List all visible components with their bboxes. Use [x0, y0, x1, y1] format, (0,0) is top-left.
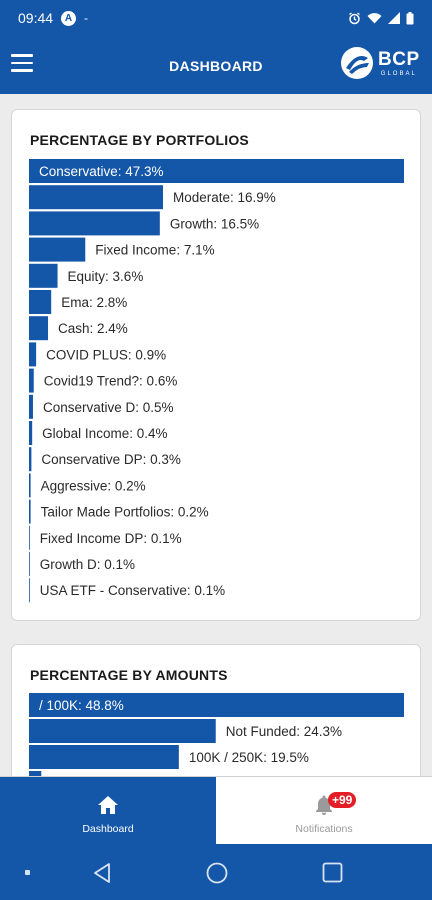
amounts-card-title: PERCENTAGE BY AMOUNTS	[30, 667, 228, 683]
battery-icon	[406, 11, 414, 24]
portfolio-bar-label-9: Conservative D: 0.5%	[43, 400, 174, 415]
notifications-badge: +99	[328, 792, 357, 808]
portfolio-bar-15	[29, 552, 30, 576]
alarm-icon	[349, 11, 360, 24]
amount-bar-2	[29, 745, 179, 769]
amount-bar-1	[29, 719, 216, 743]
nav-dashboard-label: Dashboard	[82, 823, 134, 835]
wifi-icon	[367, 13, 382, 24]
nav-notifications-tab[interactable]: +99 Notifications	[216, 777, 432, 845]
bottom-nav: Dashboard +99 Notifications	[0, 776, 432, 845]
portfolios-card: PERCENTAGE BY PORTFOLIOS Conservative: 4…	[11, 109, 421, 621]
amount-bar-3	[29, 771, 42, 776]
logo-sub-text: GLOBAL	[380, 70, 417, 77]
amounts-chart: / 100K: 48.8% Not Funded: 24.3% 100K / 250…	[29, 693, 404, 776]
portfolio-bar-14	[29, 525, 30, 550]
portfolio-bar-label-3: Fixed Income: 7.1%	[95, 243, 214, 258]
status-a-icon: A	[61, 10, 77, 26]
bcp-logo: BCP GLOBAL	[340, 46, 420, 80]
portfolio-bar-label-7: COVID PLUS: 0.9%	[46, 347, 166, 362]
app-bar: DASHBOARD BCP GLOBAL	[0, 36, 432, 94]
portfolio-bar-3	[29, 237, 86, 262]
status-left: 09:44 A -	[18, 10, 88, 26]
portfolio-bar-label-14: Fixed Income DP: 0.1%	[40, 531, 182, 546]
amounts-card: PERCENTAGE BY AMOUNTS / 100K: 48.8% Not F…	[11, 644, 421, 776]
dashboard-content[interactable]: PERCENTAGE BY PORTFOLIOS Conservative: 4…	[0, 94, 432, 776]
portfolio-bar-label-13: Tailor Made Portfolios: 0.2%	[41, 505, 209, 520]
portfolio-bar-12	[29, 473, 31, 498]
portfolio-bar-9	[29, 394, 33, 419]
nav-notifications-label: Notifications	[295, 823, 353, 835]
system-dot-icon	[25, 870, 30, 875]
portfolio-bar-13	[29, 499, 31, 524]
portfolios-chart: Conservative: 47.3% Moderate: 16.9% Growth…	[29, 159, 404, 603]
signal-icon	[388, 12, 400, 24]
portfolio-bar-4	[29, 263, 58, 288]
portfolio-bar-6	[29, 316, 49, 341]
portfolio-bar-16	[29, 578, 30, 603]
portfolio-bar-label-1: Moderate: 16.9%	[173, 190, 276, 205]
portfolio-bar-label-6: Cash: 2.4%	[58, 321, 128, 336]
portfolio-bar-2	[29, 211, 160, 236]
amount-bar-label-2: 100K / 250K: 19.5%	[189, 750, 309, 765]
portfolio-bar-10	[29, 421, 33, 445]
amount-bar-label-0: / 100K: 48.8%	[39, 698, 124, 713]
portfolio-bar-label-16: USA ETF - Conservative: 0.1%	[40, 583, 225, 598]
portfolio-bar-5	[29, 290, 52, 314]
portfolio-bar-label-15: Growth D: 0.1%	[40, 557, 135, 572]
status-right	[348, 11, 414, 25]
portfolio-bar-1	[29, 185, 163, 210]
portfolio-bar-label-4: Equity: 3.6%	[68, 269, 144, 284]
portfolio-bar-7	[29, 342, 37, 367]
status-bar: 09:44 A -	[0, 0, 432, 36]
back-icon[interactable]	[92, 862, 112, 884]
portfolio-bar-label-11: Conservative DP: 0.3%	[41, 452, 181, 467]
amount-bar-label-1: Not Funded: 24.3%	[226, 724, 342, 739]
portfolio-bar-0	[29, 159, 404, 183]
menu-icon[interactable]	[11, 54, 33, 76]
portfolio-bar-label-5: Ema: 2.8%	[61, 295, 127, 310]
portfolio-bar-11	[29, 447, 32, 472]
status-time: 09:44	[18, 10, 54, 26]
page-title: DASHBOARD	[169, 58, 263, 74]
portfolios-card-title: PERCENTAGE BY PORTFOLIOS	[30, 132, 249, 148]
home-circle-icon[interactable]	[206, 862, 228, 884]
logo-main-text: BCP	[378, 48, 420, 70]
nav-dashboard-tab[interactable]: Dashboard	[0, 777, 216, 845]
logo-globe-icon	[341, 47, 373, 79]
system-nav-bar	[0, 844, 432, 900]
home-icon	[98, 796, 118, 814]
portfolio-bar-label-2: Growth: 16.5%	[170, 216, 259, 231]
portfolio-bar-label-10: Global Income: 0.4%	[42, 426, 167, 441]
recents-icon[interactable]	[322, 862, 343, 883]
status-dash: -	[84, 11, 89, 25]
portfolio-bar-label-12: Aggressive: 0.2%	[41, 478, 146, 493]
logo-text: BCP GLOBAL	[378, 50, 420, 77]
portfolio-bar-label-8: Covid19 Trend?: 0.6%	[44, 374, 178, 389]
portfolio-bar-8	[29, 368, 34, 393]
portfolio-bar-label-0: Conservative: 47.3%	[39, 164, 164, 179]
amount-bar-0	[29, 693, 404, 717]
